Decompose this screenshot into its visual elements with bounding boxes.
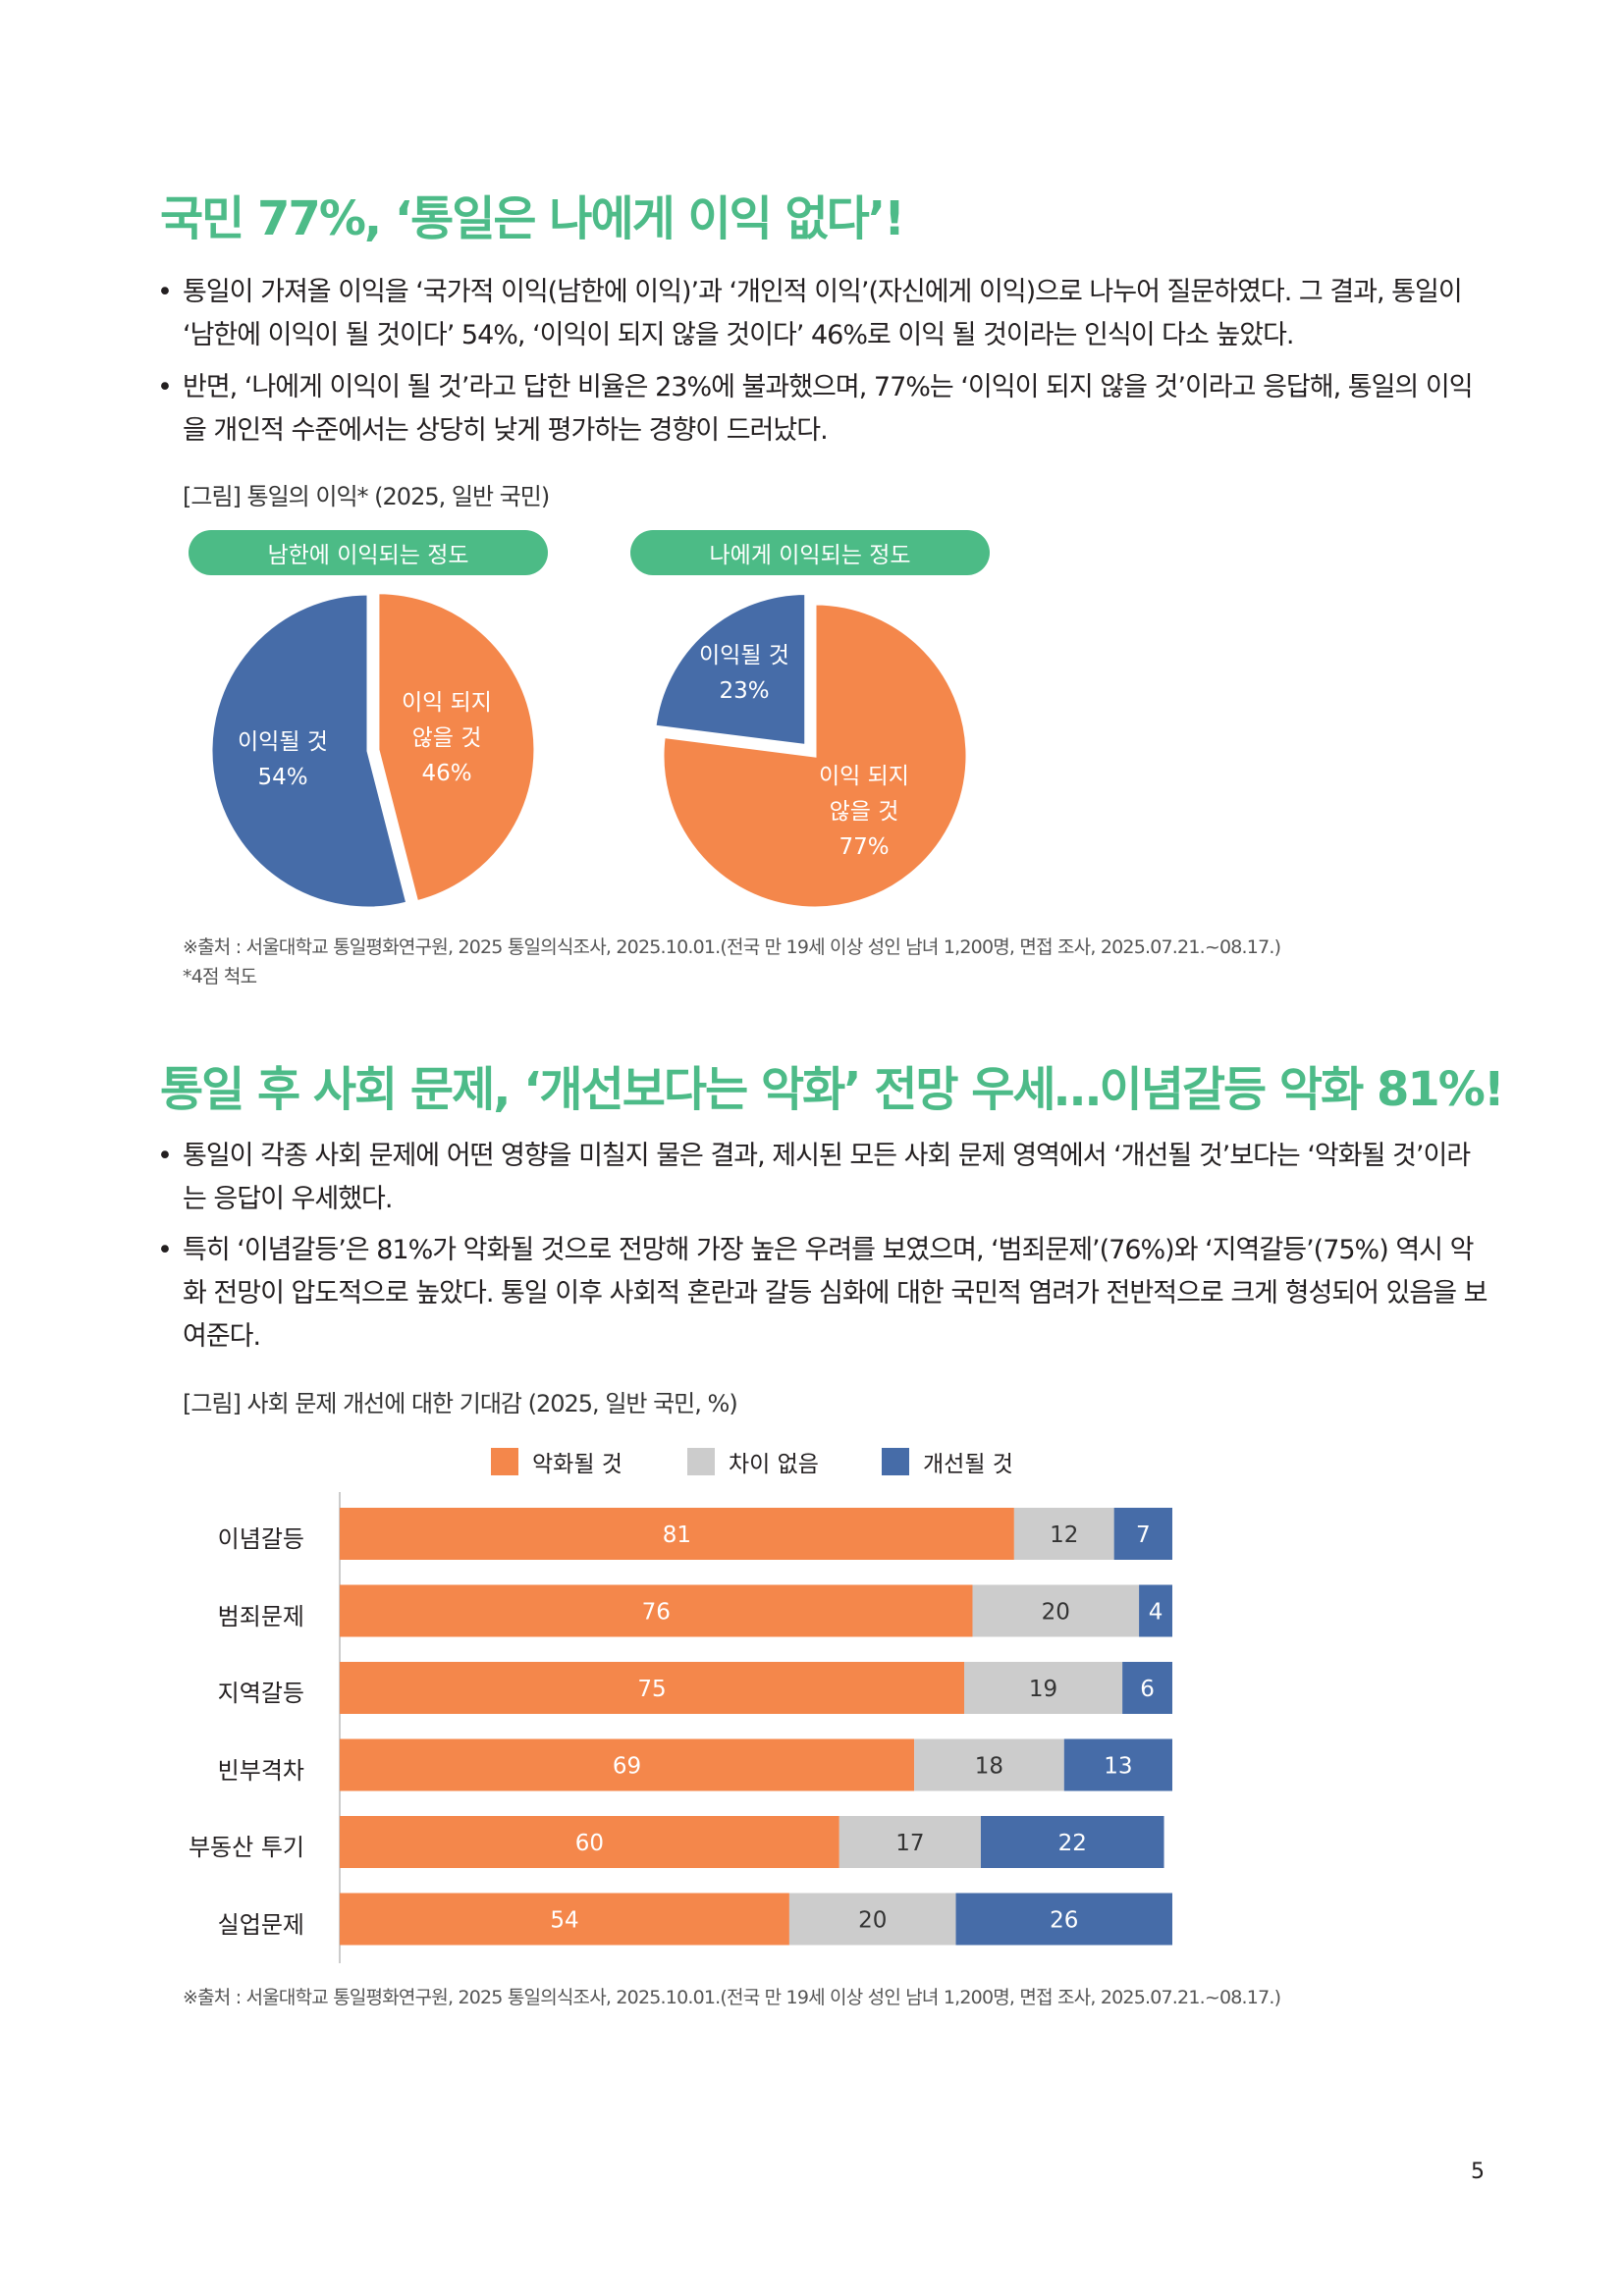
section2-bullet: • 특히 ‘이념갈등’은 81%가 악화될 것으로 전망해 가장 높은 우려를 보… (157, 1235, 1488, 1352)
figure2-source: ※출처 : 서울대학교 통일평화연구원, 2025 통일의식조사, 2025.1… (183, 1987, 1281, 2008)
pie2-label-not-benefit: 않을 것 (830, 799, 899, 825)
pie2-slice-benefit (653, 591, 808, 748)
bar-segment (340, 1508, 1014, 1560)
bar-segment (1122, 1662, 1172, 1714)
bar-value-label: 6 (1140, 1677, 1155, 1702)
bar-value-label: 19 (1029, 1677, 1057, 1702)
bar-segment (972, 1584, 1140, 1637)
bar-segment (1063, 1738, 1172, 1791)
bar-value-label: 22 (1058, 1831, 1087, 1856)
bar-value-label: 76 (642, 1600, 671, 1626)
bar-category-label: 이념갈등 (217, 1525, 304, 1553)
figure2-caption: [그림] 사회 문제 개선에 대한 기대감 (2025, 일반 국민, %) (183, 1390, 738, 1417)
bar-value-label: 26 (1050, 1908, 1078, 1934)
pie2-slice-not-benefit (661, 602, 969, 910)
pie1-label-not-benefit: 이익 되지 (402, 690, 492, 716)
bar-value-label: 60 (575, 1831, 604, 1856)
pie2-title: 나에게 이익되는 정도 (630, 530, 990, 575)
bar-value-label: 18 (975, 1754, 1003, 1780)
legend-better: 개선될 것 (882, 1445, 1013, 1478)
figure1-caption: [그림] 통일의 이익* (2025, 일반 국민) (183, 483, 550, 510)
figure1-footnote: *4점 척도 (183, 966, 257, 988)
page-number: 5 (1471, 2160, 1485, 2184)
bar-segment (340, 1893, 789, 1946)
bar-segment (340, 1738, 915, 1791)
bar-value-label: 12 (1050, 1522, 1078, 1548)
bar-category-label: 지역갈등 (217, 1680, 304, 1707)
pie2-label-benefit: 23% (719, 678, 769, 704)
pie1-slice-not-benefit (376, 591, 537, 904)
section2-bullet: • 통일이 각종 사회 문제에 어떤 영향을 미칠지 물은 결과, 제시된 모든 … (157, 1141, 1471, 1214)
bar-segment (340, 1816, 839, 1868)
pie1-label-not-benefit: 않을 것 (412, 725, 482, 751)
figure1-source: ※출처 : 서울대학교 통일평화연구원, 2025 통일의식조사, 2025.1… (183, 936, 1281, 958)
bar-category-label: 실업문제 (217, 1910, 304, 1939)
bar-value-label: 4 (1149, 1600, 1163, 1626)
bar-segment (955, 1893, 1172, 1946)
bar-category-label: 빈부격차 (217, 1756, 304, 1785)
section2-title: 통일 후 사회 문제, ‘개선보다는 악화’ 전망 우세…이념갈등 악화 81%… (160, 1062, 1505, 1117)
bar-segment (340, 1662, 964, 1714)
bar-category-label: 범죄문제 (217, 1602, 304, 1630)
bar-category-label: 부동산 투기 (188, 1834, 304, 1861)
legend-worse: 악화될 것 (491, 1445, 622, 1478)
stacked-bar-chart: 81 12 7 76 20 4 75 19 6 69 18 13 60 17 22 54 20 26 (339, 1492, 1172, 1963)
pie2-label-not-benefit: 이익 되지 (819, 764, 909, 789)
bar-value-label: 54 (550, 1908, 578, 1934)
section1-bullet: • 통일이 가져올 이익을 ‘국가적 이익(남한에 이익)’과 ‘개인적 이익’(… (157, 277, 1463, 350)
legend-no-difference: 차이 없음 (687, 1445, 819, 1478)
bar-value-label: 20 (1042, 1600, 1070, 1626)
pie1-slice-benefit (209, 592, 409, 910)
pie2-label-not-benefit: 77% (839, 834, 889, 860)
bar-segment (1139, 1584, 1172, 1637)
bar-segment (340, 1584, 973, 1637)
bar-segment (980, 1816, 1164, 1868)
section1-title: 국민 77%, ‘통일은 나에게 이익 없다’! (160, 191, 905, 246)
bar-segment (839, 1816, 981, 1868)
pie1-label-not-benefit: 46% (421, 761, 471, 786)
bar-value-label: 7 (1136, 1522, 1151, 1548)
bar-value-label: 69 (613, 1754, 641, 1780)
bar-value-label: 75 (637, 1677, 666, 1702)
pie1-label-benefit: 54% (257, 765, 307, 790)
section1-bullet: • 반면, ‘나에게 이익이 될 것’라고 답한 비율은 23%에 불과했으며, … (157, 372, 1474, 446)
bar-segment (788, 1893, 956, 1946)
bar-segment (1113, 1508, 1172, 1560)
bar-value-label: 13 (1104, 1754, 1132, 1780)
pie1-label-benefit: 이익될 것 (238, 729, 328, 755)
bar-value-label: 20 (858, 1908, 887, 1934)
bar-value-label: 17 (895, 1831, 924, 1856)
pie2-label-benefit: 이익될 것 (699, 643, 789, 668)
pie1-title: 남한에 이익되는 정도 (189, 530, 548, 575)
bar-segment (914, 1738, 1064, 1791)
bar-segment (1013, 1508, 1114, 1560)
bar-value-label: 81 (663, 1522, 691, 1548)
bar-segment (964, 1662, 1123, 1714)
